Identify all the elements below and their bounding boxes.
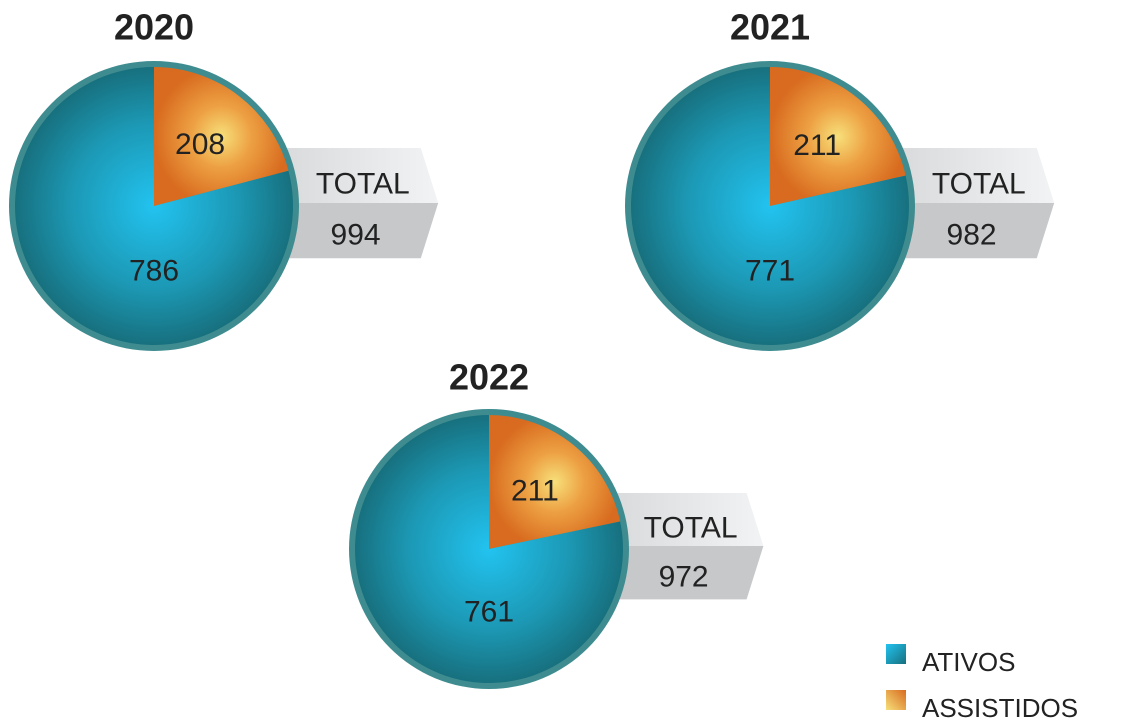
pie-slice (489, 415, 621, 549)
pie-title: 2021 (730, 7, 810, 48)
slice-label: 211 (511, 474, 559, 507)
pie-slice (154, 67, 289, 206)
pie-slice (770, 67, 906, 206)
legend-label: ASSISTIDOS (922, 693, 1078, 723)
total-arrow-top (255, 148, 439, 203)
total-label: TOTAL (644, 511, 738, 544)
slice-label: 211 (793, 129, 841, 162)
total-label: TOTAL (316, 168, 410, 201)
total-value: 972 (659, 560, 709, 593)
slice-label: 786 (129, 255, 179, 288)
legend-label: ATIVOS (922, 647, 1015, 677)
slice-label: 771 (745, 255, 795, 288)
total-arrow-top (587, 493, 764, 546)
total-arrow-bottom (255, 203, 439, 259)
slice-label: 208 (175, 128, 225, 161)
pie-slice (630, 67, 909, 345)
pie-slice (355, 415, 623, 683)
pie-title: 2020 (114, 7, 194, 48)
pie-title: 2022 (449, 357, 529, 398)
pie-slice (14, 67, 293, 345)
legend-swatch (886, 644, 906, 664)
total-value: 994 (331, 218, 381, 251)
total-arrow-bottom (587, 546, 764, 600)
total-arrow-bottom (871, 203, 1055, 259)
total-arrow-top (871, 148, 1055, 203)
legend-swatch (886, 690, 906, 710)
total-label: TOTAL (932, 168, 1026, 201)
total-value: 982 (947, 218, 997, 251)
slice-label: 761 (464, 595, 514, 628)
